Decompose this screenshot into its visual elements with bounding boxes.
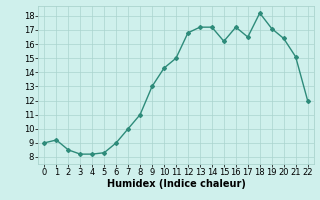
- X-axis label: Humidex (Indice chaleur): Humidex (Indice chaleur): [107, 179, 245, 189]
